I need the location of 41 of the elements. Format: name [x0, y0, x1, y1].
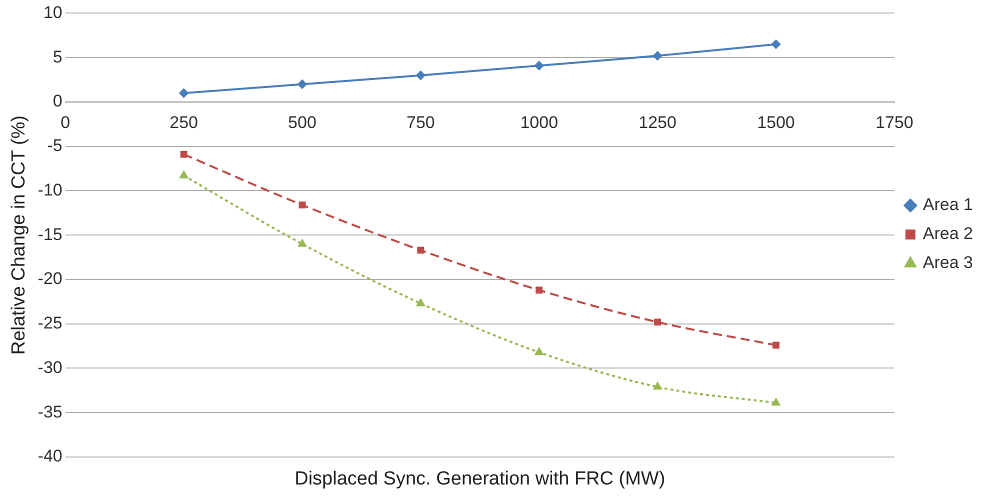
point — [654, 318, 662, 326]
legend-label: Area 1 — [922, 195, 974, 214]
y-tick-label: 0 — [52, 92, 62, 111]
point — [653, 51, 662, 60]
legend-label: Area 3 — [922, 253, 974, 272]
point — [534, 61, 544, 70]
point — [536, 286, 543, 294]
y-tick-label: -5 — [47, 136, 62, 156]
y-tick-label: -40 — [38, 446, 62, 466]
x-tick-label: 1750 — [876, 112, 914, 132]
y-tick-label: -15 — [38, 224, 62, 244]
y-tick-label: 5 — [52, 47, 62, 66]
point — [772, 398, 780, 406]
y-tick-label: -25 — [38, 314, 62, 333]
y-tick-label: -30 — [38, 358, 62, 377]
point — [180, 171, 188, 178]
point — [298, 201, 306, 208]
y-axis-title: Relative Change in CCT (%) — [8, 115, 30, 355]
y-tick-label: -35 — [38, 402, 62, 422]
x-tick-label: 500 — [288, 112, 316, 132]
point — [416, 70, 426, 80]
x-tick-label: 750 — [406, 112, 435, 132]
legend-label: Area 2 — [922, 224, 974, 244]
point — [535, 348, 544, 356]
point — [772, 342, 780, 349]
point — [417, 246, 424, 254]
x-axis-title: Displaced Sync. Generation with FRC (MW) — [294, 468, 666, 490]
y-tick-label: -10 — [38, 180, 62, 200]
point — [771, 40, 780, 49]
point — [298, 239, 306, 247]
point — [179, 88, 188, 98]
point — [654, 382, 662, 390]
y-tick-label: 10 — [43, 2, 62, 22]
x-tick-label: 250 — [170, 112, 198, 132]
point — [416, 298, 425, 306]
y-tick-label: -20 — [38, 269, 62, 288]
x-tick-label: 1000 — [520, 112, 558, 132]
x-tick-label: 1250 — [638, 112, 676, 132]
x-tick-label: 1500 — [757, 112, 795, 132]
point — [298, 80, 307, 89]
point — [180, 150, 188, 158]
